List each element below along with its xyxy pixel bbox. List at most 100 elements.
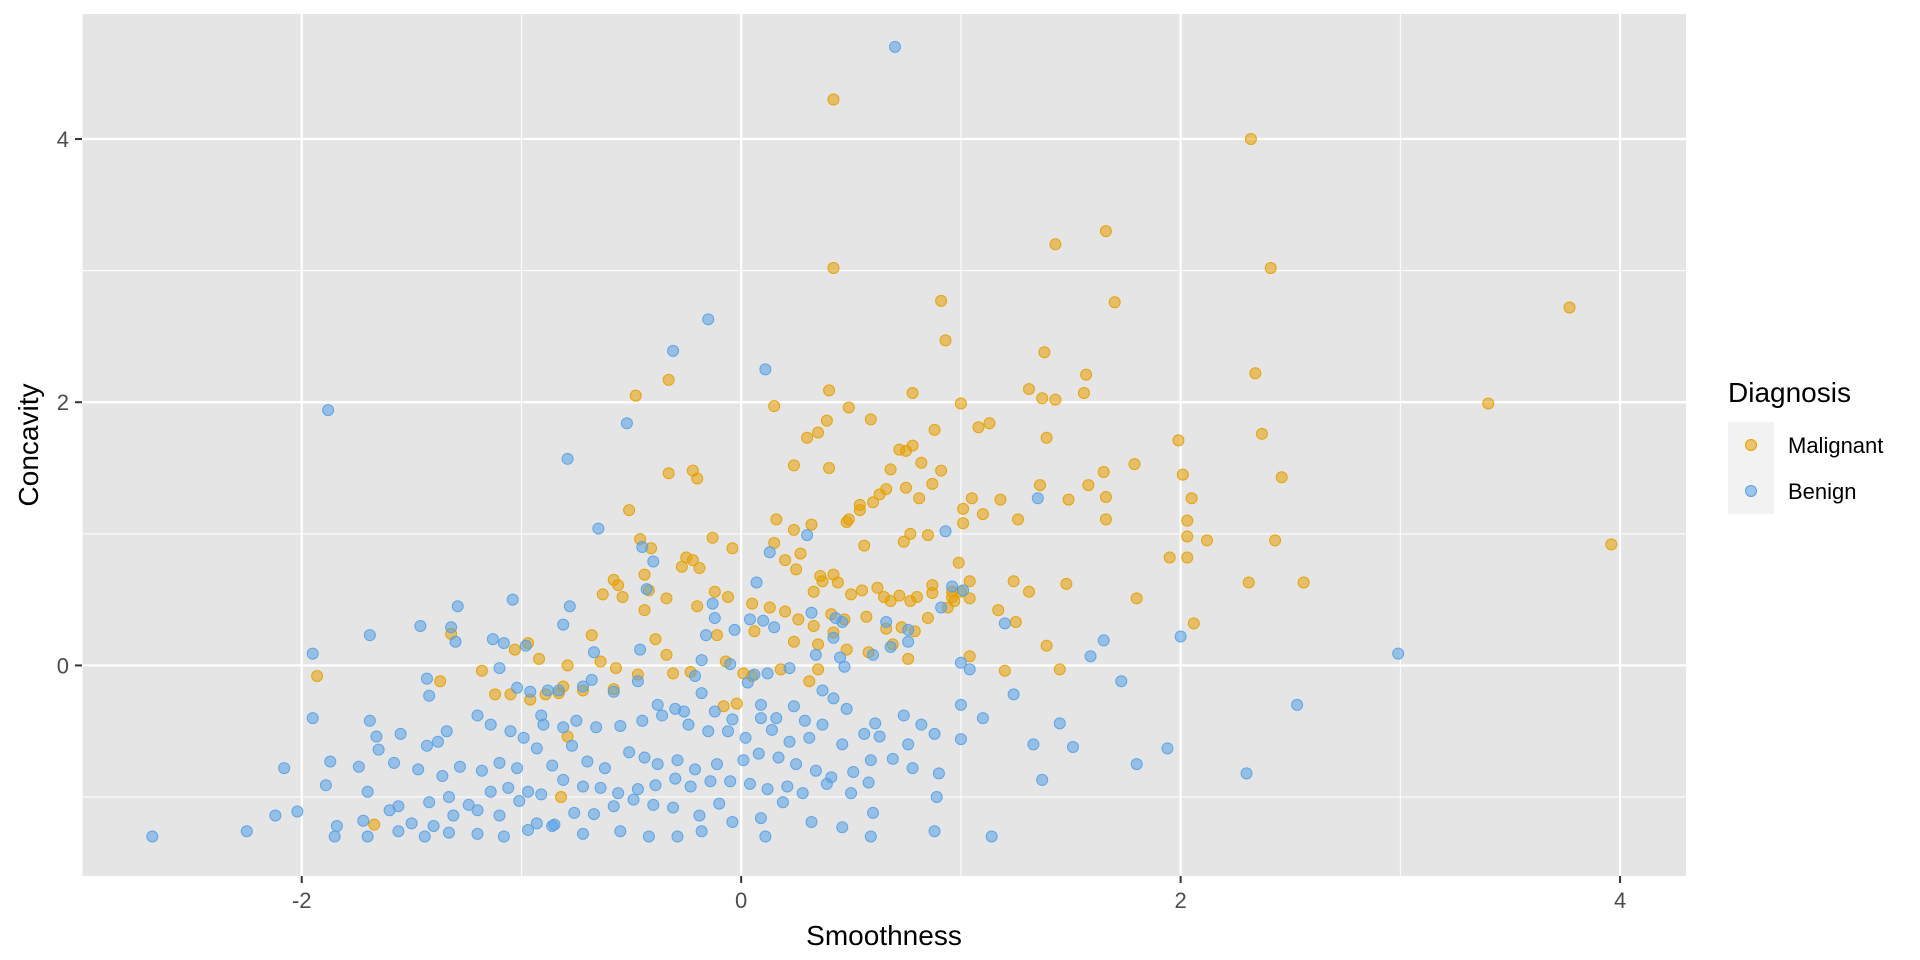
data-point xyxy=(963,592,976,605)
data-point xyxy=(976,712,989,725)
data-point xyxy=(1036,392,1049,405)
data-point xyxy=(721,591,734,604)
data-point xyxy=(867,648,880,661)
data-point xyxy=(1185,492,1198,505)
data-point xyxy=(1181,514,1194,527)
data-point xyxy=(906,387,919,400)
data-point xyxy=(471,709,484,722)
data-point xyxy=(963,575,976,588)
data-point xyxy=(361,830,374,843)
data-point xyxy=(1097,465,1110,478)
data-point xyxy=(765,723,778,736)
data-point xyxy=(1291,698,1304,711)
data-point xyxy=(864,413,877,426)
data-point xyxy=(530,817,543,830)
data-point xyxy=(587,808,600,821)
data-point xyxy=(743,777,756,790)
data-point xyxy=(886,752,899,765)
data-point xyxy=(555,791,568,804)
data-point xyxy=(878,591,890,604)
data-point xyxy=(590,721,603,734)
data-point xyxy=(711,758,724,771)
data-point xyxy=(684,780,697,793)
data-point xyxy=(240,825,253,838)
data-point xyxy=(489,688,502,701)
data-point xyxy=(324,755,337,768)
data-point xyxy=(1174,630,1187,643)
data-point xyxy=(647,798,660,811)
data-point xyxy=(741,676,754,689)
y-tick-label: 2 xyxy=(57,390,69,415)
data-point xyxy=(954,397,967,410)
data-point xyxy=(693,809,706,822)
data-point xyxy=(783,735,796,748)
data-point xyxy=(675,560,688,573)
data-point xyxy=(910,591,923,604)
data-point xyxy=(638,568,651,581)
data-point xyxy=(311,669,324,682)
data-point xyxy=(899,444,912,457)
data-point xyxy=(493,662,506,675)
data-point xyxy=(352,760,365,773)
data-point xyxy=(796,787,809,800)
data-point xyxy=(809,648,822,661)
data-point xyxy=(935,294,948,307)
data-point xyxy=(805,518,818,531)
data-point xyxy=(691,472,704,485)
data-point xyxy=(629,389,642,402)
data-point xyxy=(816,718,829,731)
data-point xyxy=(662,467,675,480)
data-point xyxy=(405,817,418,830)
data-point xyxy=(447,809,460,822)
data-point xyxy=(928,825,941,838)
data-point xyxy=(363,629,376,642)
data-point xyxy=(768,400,781,413)
data-point xyxy=(708,612,721,625)
legend-key-benign xyxy=(1745,485,1757,497)
data-point xyxy=(640,583,653,596)
data-point xyxy=(502,781,515,794)
data-point xyxy=(1036,773,1049,786)
data-point xyxy=(726,713,739,726)
data-point xyxy=(414,619,427,632)
series-benign xyxy=(146,40,1405,843)
data-point xyxy=(328,830,341,843)
data-point xyxy=(638,751,651,764)
legend-title: Diagnosis xyxy=(1728,377,1851,408)
data-point xyxy=(704,775,717,788)
data-point xyxy=(581,755,594,768)
data-point xyxy=(522,823,535,836)
grid-minor xyxy=(81,14,1686,876)
data-point xyxy=(614,719,627,732)
data-point xyxy=(803,675,816,688)
data-point xyxy=(357,814,370,827)
data-point xyxy=(992,604,1005,617)
data-point xyxy=(827,631,840,644)
data-point xyxy=(1009,616,1022,629)
data-point xyxy=(568,806,581,819)
data-point xyxy=(847,766,860,779)
legend-key-background xyxy=(1728,422,1774,514)
data-point xyxy=(506,593,519,606)
data-point xyxy=(998,617,1011,630)
data-point xyxy=(1034,479,1047,492)
data-point xyxy=(702,725,715,738)
data-point xyxy=(493,809,506,822)
data-point xyxy=(939,334,952,347)
data-point xyxy=(845,787,858,800)
data-point xyxy=(511,762,524,775)
data-point xyxy=(649,779,662,792)
data-point xyxy=(812,426,825,439)
data-point xyxy=(504,725,517,738)
data-point xyxy=(739,731,752,744)
data-point xyxy=(660,648,673,661)
data-point xyxy=(513,794,526,807)
data-point xyxy=(570,714,583,727)
y-axis: 0 2 4 xyxy=(57,127,82,678)
data-point xyxy=(392,825,405,838)
data-point xyxy=(954,698,967,711)
data-point xyxy=(823,462,836,475)
data-point xyxy=(856,584,869,597)
data-point xyxy=(805,606,818,619)
data-point xyxy=(656,709,669,722)
